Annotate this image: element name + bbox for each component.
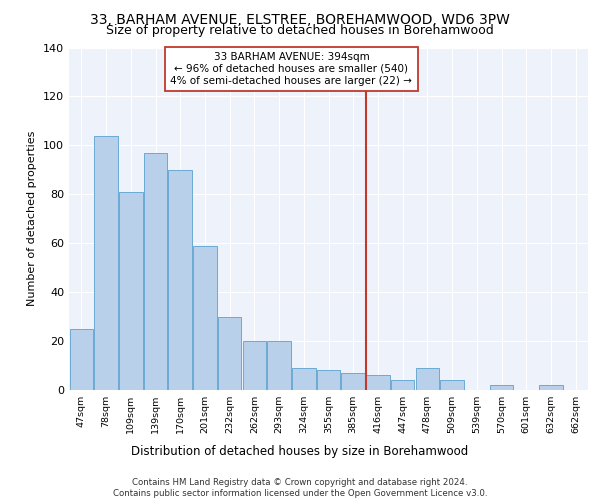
Bar bbox=[70, 329, 93, 390]
Bar bbox=[218, 316, 241, 390]
Bar bbox=[539, 385, 563, 390]
Bar bbox=[94, 136, 118, 390]
Bar bbox=[490, 385, 513, 390]
Bar bbox=[416, 368, 439, 390]
Bar bbox=[366, 376, 389, 390]
Bar bbox=[144, 152, 167, 390]
Bar bbox=[242, 341, 266, 390]
Bar bbox=[440, 380, 464, 390]
Text: Size of property relative to detached houses in Borehamwood: Size of property relative to detached ho… bbox=[106, 24, 494, 37]
Bar bbox=[317, 370, 340, 390]
Text: 33, BARHAM AVENUE, ELSTREE, BOREHAMWOOD, WD6 3PW: 33, BARHAM AVENUE, ELSTREE, BOREHAMWOOD,… bbox=[90, 12, 510, 26]
Text: Distribution of detached houses by size in Borehamwood: Distribution of detached houses by size … bbox=[131, 444, 469, 458]
Text: 33 BARHAM AVENUE: 394sqm
← 96% of detached houses are smaller (540)
4% of semi-d: 33 BARHAM AVENUE: 394sqm ← 96% of detach… bbox=[170, 52, 412, 86]
Bar bbox=[292, 368, 316, 390]
Y-axis label: Number of detached properties: Number of detached properties bbox=[28, 131, 37, 306]
Bar bbox=[268, 341, 291, 390]
Bar bbox=[119, 192, 143, 390]
Bar bbox=[169, 170, 192, 390]
Bar bbox=[341, 373, 365, 390]
Bar bbox=[391, 380, 415, 390]
Text: Contains HM Land Registry data © Crown copyright and database right 2024.
Contai: Contains HM Land Registry data © Crown c… bbox=[113, 478, 487, 498]
Bar bbox=[193, 246, 217, 390]
